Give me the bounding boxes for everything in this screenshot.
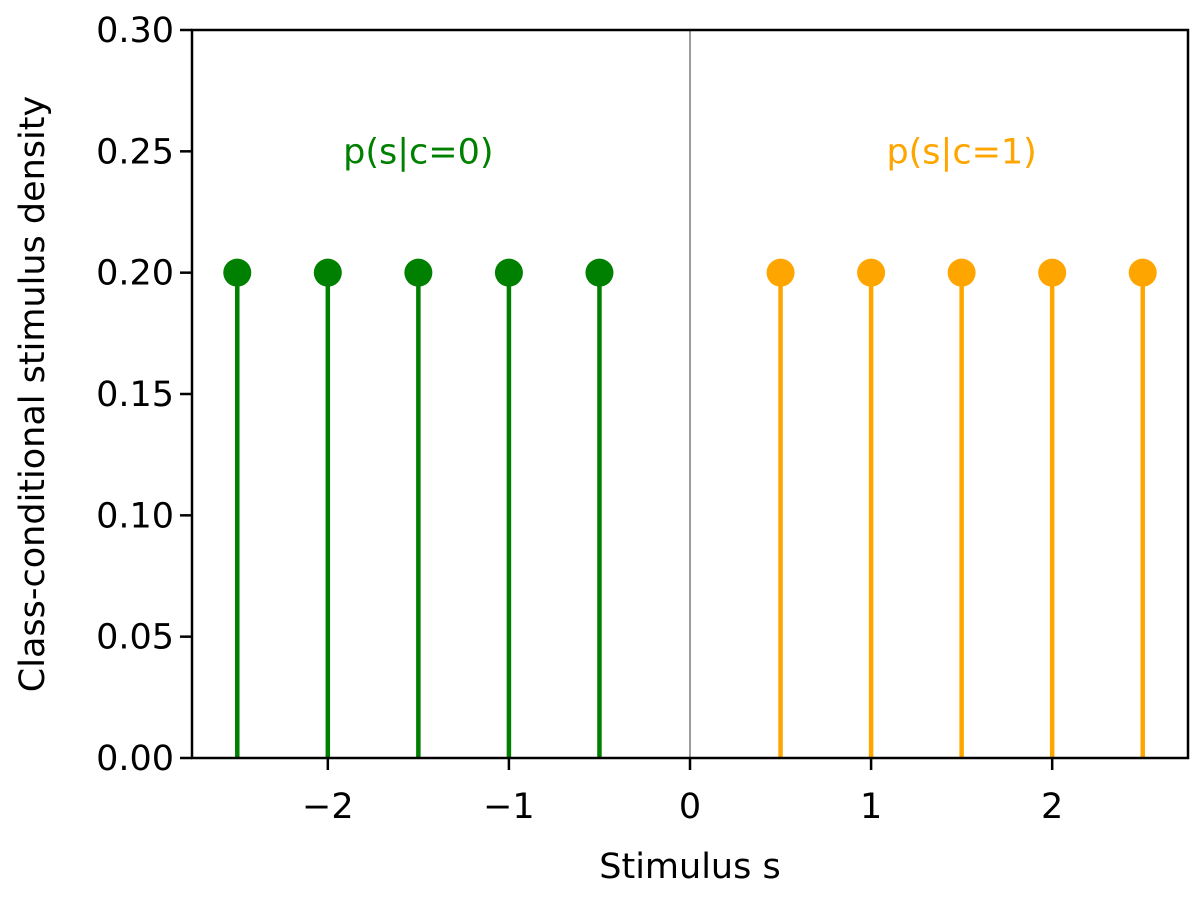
x-tick-label-3: 1 bbox=[860, 787, 882, 827]
y-axis-title: Class-conditional stimulus density bbox=[13, 96, 53, 692]
stem-marker-s1-3 bbox=[1038, 258, 1067, 287]
x-axis-title: Stimulus s bbox=[599, 847, 780, 887]
x-tick-label-2: 0 bbox=[679, 787, 701, 827]
stem-marker-s1-1 bbox=[857, 258, 886, 287]
stem-marker-s1-0 bbox=[766, 258, 795, 287]
stem-marker-s0-3 bbox=[494, 258, 523, 287]
y-tick-label-5: 0.25 bbox=[96, 132, 174, 172]
annotation-1: p(s|c=1) bbox=[886, 132, 1036, 172]
y-tick-label-6: 0.30 bbox=[96, 11, 174, 51]
y-tick-label-4: 0.20 bbox=[96, 254, 174, 294]
y-tick-label-1: 0.05 bbox=[96, 618, 174, 658]
x-tick-label-1: −1 bbox=[483, 787, 535, 827]
stem-marker-s0-4 bbox=[585, 258, 614, 287]
x-tick-label-0: −2 bbox=[302, 787, 354, 827]
y-tick-label-2: 0.10 bbox=[96, 496, 174, 536]
stem-marker-s0-0 bbox=[223, 258, 252, 287]
y-tick-label-0: 0.00 bbox=[96, 739, 174, 779]
stem-marker-s0-2 bbox=[404, 258, 433, 287]
y-tick-label-3: 0.15 bbox=[96, 375, 174, 415]
annotation-0: p(s|c=0) bbox=[343, 132, 493, 172]
x-tick-label-4: 2 bbox=[1041, 787, 1063, 827]
stem-marker-s0-1 bbox=[313, 258, 342, 287]
stem-marker-s1-2 bbox=[947, 258, 976, 287]
stem-marker-s1-4 bbox=[1128, 258, 1157, 287]
